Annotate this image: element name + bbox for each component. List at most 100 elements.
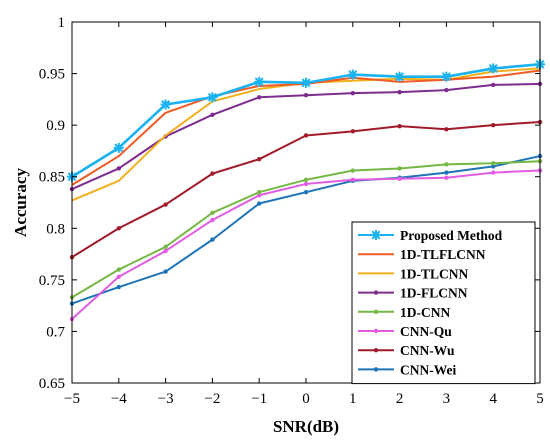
- x-tick-label: 4: [489, 391, 497, 407]
- x-tick-label: −1: [251, 391, 267, 407]
- x-tick-label: 0: [302, 391, 310, 407]
- x-tick-label: 3: [443, 391, 451, 407]
- x-tick-label: 5: [536, 391, 544, 407]
- data-point: [257, 95, 262, 100]
- legend-marker: [373, 367, 379, 372]
- data-point: [116, 274, 122, 279]
- legend-label: CNN-Qu: [400, 324, 452, 339]
- data-point: [303, 133, 309, 138]
- data-point: [303, 181, 309, 187]
- data-point: [160, 99, 171, 110]
- data-point: [163, 248, 168, 254]
- data-point: [303, 93, 309, 98]
- data-point: [444, 127, 449, 132]
- data-point: [210, 237, 215, 242]
- data-point: [394, 71, 405, 82]
- y-tick-label: 0.8: [46, 221, 65, 237]
- y-tick-label: 0.65: [39, 376, 65, 392]
- data-point: [488, 63, 499, 74]
- data-point: [303, 189, 309, 195]
- data-point: [207, 92, 218, 103]
- legend-label: CNN-Wu: [400, 343, 455, 358]
- series-layer: [67, 59, 545, 322]
- data-point: [163, 202, 168, 207]
- legend-marker: [373, 328, 379, 334]
- data-point: [257, 189, 262, 195]
- x-tick-label: −2: [204, 391, 220, 407]
- x-axis-title: SNR(dB): [273, 417, 339, 436]
- legend-item: 1D-TLFLCNN: [358, 247, 486, 262]
- data-point: [397, 166, 402, 171]
- series: [69, 119, 543, 260]
- legend-item: CNN-Wu: [358, 343, 455, 358]
- x-tick-label: −4: [111, 391, 127, 407]
- data-point: [491, 170, 496, 175]
- data-point: [257, 201, 262, 206]
- data-point: [397, 123, 402, 129]
- data-point: [257, 193, 262, 198]
- data-point: [301, 77, 311, 88]
- data-point: [441, 71, 452, 82]
- legend-label: CNN-Wei: [400, 362, 456, 377]
- legend-item: CNN-Qu: [358, 324, 452, 339]
- y-axis-title: Accuracy: [11, 168, 30, 237]
- data-point: [444, 87, 449, 93]
- legend-label: 1D-TLCNN: [400, 266, 469, 281]
- data-point: [303, 177, 309, 183]
- legend-label: 1D-CNN: [400, 305, 450, 320]
- y-tick-label: 0.9: [46, 118, 65, 134]
- x-tick-label: −5: [64, 391, 80, 407]
- data-point: [210, 112, 215, 118]
- data-point: [210, 217, 215, 223]
- x-tick-label: 2: [396, 391, 404, 407]
- data-point: [444, 175, 449, 180]
- data-point: [116, 284, 122, 290]
- legend: Proposed Method 1D-TLFLCNN 1D-TLCNN 1D-FLCN…: [351, 221, 536, 385]
- legend-marker: [373, 309, 379, 314]
- data-point: [444, 170, 449, 175]
- data-point: [163, 269, 168, 274]
- data-point: [397, 89, 402, 95]
- series: [69, 159, 543, 300]
- legend-marker: [371, 230, 381, 240]
- data-point: [350, 177, 355, 183]
- series: [69, 81, 543, 192]
- data-point: [210, 171, 215, 176]
- y-tick-label: 0.95: [39, 67, 65, 83]
- data-point: [116, 226, 122, 231]
- y-axis: 0.65 0.7 0.75 0.8 0.85 0.9 0.95 1: [39, 15, 540, 392]
- data-point: [491, 82, 496, 88]
- data-point: [491, 122, 496, 128]
- legend-marker: [373, 348, 379, 353]
- data-point: [210, 210, 215, 216]
- data-point: [350, 129, 355, 134]
- data-point: [350, 90, 355, 96]
- data-point: [257, 156, 262, 162]
- series: [69, 168, 543, 322]
- legend-item: 1D-TLCNN: [358, 266, 469, 281]
- legend-item: CNN-Wei: [358, 362, 456, 377]
- legend-item: 1D-CNN: [358, 305, 450, 320]
- y-tick-label: 0.7: [46, 324, 65, 340]
- legend-label: 1D-TLFLCNN: [400, 247, 486, 262]
- y-tick-label: 1: [58, 15, 66, 31]
- data-point: [113, 142, 124, 153]
- legend-label: 1D-FLCNN: [400, 286, 468, 301]
- legend-item: Proposed Method: [358, 228, 503, 243]
- x-axis: −5 −4 −3 −2 −1 0 1 2 3 4 5: [64, 22, 544, 407]
- data-point: [444, 162, 449, 167]
- data-point: [163, 244, 168, 250]
- y-tick-label: 0.85: [39, 170, 65, 186]
- x-tick-label: 1: [349, 391, 357, 407]
- data-point: [116, 267, 122, 272]
- data-point: [350, 168, 355, 173]
- data-point: [491, 161, 496, 166]
- legend-box: [351, 221, 536, 385]
- data-point: [397, 176, 402, 181]
- legend-marker: [373, 290, 379, 295]
- y-tick-label: 0.75: [39, 273, 65, 289]
- data-point: [254, 76, 265, 87]
- data-point: [116, 166, 122, 171]
- x-tick-label: −3: [158, 391, 174, 407]
